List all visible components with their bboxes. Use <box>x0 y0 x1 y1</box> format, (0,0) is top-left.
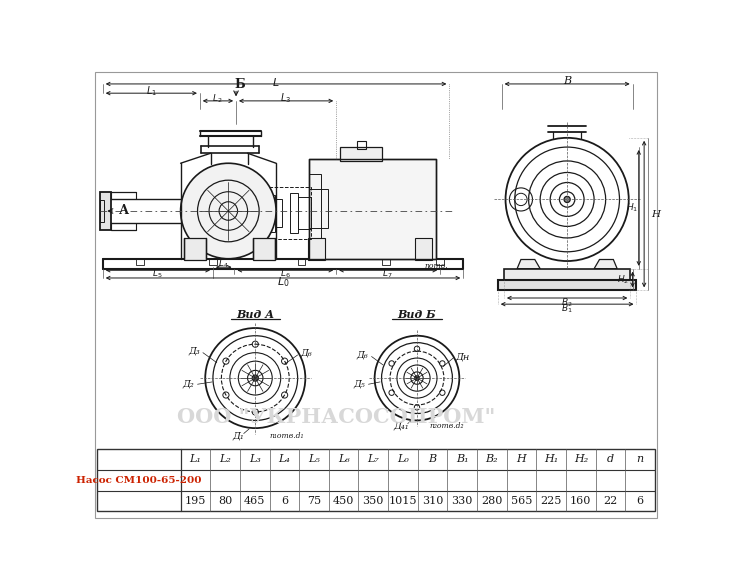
Text: Б: Б <box>234 78 245 91</box>
Text: 465: 465 <box>244 496 266 506</box>
Text: $L$: $L$ <box>272 76 280 88</box>
Text: L₂: L₂ <box>219 454 231 464</box>
Text: 565: 565 <box>511 496 532 506</box>
Bar <box>309 174 321 244</box>
Bar <box>136 259 144 265</box>
Bar <box>498 280 636 290</box>
Bar <box>382 259 390 265</box>
Text: Насос СМ100-65-200: Насос СМ100-65-200 <box>76 475 202 485</box>
Text: 450: 450 <box>333 496 355 506</box>
Bar <box>184 238 206 259</box>
Text: 22: 22 <box>603 496 617 506</box>
Bar <box>436 259 444 265</box>
Text: Д₆: Д₆ <box>357 350 368 360</box>
Text: L₆: L₆ <box>338 454 349 464</box>
Bar <box>100 192 112 230</box>
Text: B₂: B₂ <box>486 454 498 464</box>
Circle shape <box>564 196 570 203</box>
Text: B: B <box>563 76 571 86</box>
Text: $B_2$: $B_2$ <box>562 296 573 309</box>
Text: Вид А: Вид А <box>236 310 275 321</box>
Bar <box>297 197 311 230</box>
Text: 350: 350 <box>363 496 384 506</box>
Bar <box>290 193 297 234</box>
Bar <box>98 449 655 511</box>
Text: 310: 310 <box>422 496 443 506</box>
Bar <box>357 141 366 148</box>
Text: L₄: L₄ <box>278 454 290 464</box>
Text: d: d <box>607 454 614 464</box>
Bar <box>340 147 382 161</box>
Text: $L_1$: $L_1$ <box>146 84 157 98</box>
Bar <box>297 259 305 265</box>
Text: L₇: L₇ <box>367 454 379 464</box>
Bar <box>269 187 311 239</box>
Text: Д₄₁: Д₄₁ <box>393 421 410 430</box>
Text: $L_3$: $L_3$ <box>280 92 291 106</box>
Bar <box>209 259 217 265</box>
Bar <box>267 195 275 232</box>
Text: H: H <box>517 454 526 464</box>
Text: Д₂: Д₂ <box>182 380 194 389</box>
Text: $B_1$: $B_1$ <box>562 303 573 315</box>
Text: L₁: L₁ <box>189 454 201 464</box>
Text: Д₁: Д₁ <box>233 432 244 440</box>
Bar <box>309 189 328 228</box>
Bar <box>415 238 432 259</box>
Circle shape <box>252 375 258 381</box>
Text: $L_5$: $L_5$ <box>152 267 163 280</box>
Text: L₃: L₃ <box>249 454 261 464</box>
Bar <box>504 269 631 281</box>
Text: H₂: H₂ <box>574 454 588 464</box>
Text: n₂отв.d₂: n₂отв.d₂ <box>429 422 464 430</box>
Text: 330: 330 <box>451 496 473 506</box>
Text: 280: 280 <box>482 496 503 506</box>
Text: $H_2$: $H_2$ <box>617 273 630 286</box>
Text: Вид Б: Вид Б <box>398 310 436 321</box>
Text: $H_1$: $H_1$ <box>627 201 639 214</box>
Circle shape <box>415 376 419 380</box>
Text: 80: 80 <box>218 496 232 506</box>
Text: L₅: L₅ <box>308 454 320 464</box>
Text: 6: 6 <box>636 496 644 506</box>
Text: H: H <box>651 210 660 218</box>
Text: 1015: 1015 <box>389 496 417 506</box>
Text: ООО "УКРНАСОСОПРОМ": ООО "УКРНАСОСОПРОМ" <box>177 406 495 426</box>
Text: $L_6$: $L_6$ <box>280 267 291 280</box>
Polygon shape <box>594 259 617 269</box>
Bar <box>253 238 275 259</box>
Text: 195: 195 <box>185 496 206 506</box>
Text: L₀: L₀ <box>397 454 409 464</box>
Text: 160: 160 <box>570 496 592 506</box>
Text: 6: 6 <box>281 496 288 506</box>
Polygon shape <box>517 259 540 269</box>
Text: Д₃: Д₃ <box>188 347 200 356</box>
Text: B₁: B₁ <box>456 454 468 464</box>
Circle shape <box>181 164 276 259</box>
Text: Д₅: Д₅ <box>354 380 366 389</box>
Text: Д₆: Д₆ <box>300 348 312 357</box>
Text: n: n <box>636 454 644 464</box>
Text: потв.: потв. <box>425 262 448 270</box>
Text: 75: 75 <box>307 496 321 506</box>
Text: B: B <box>429 454 437 464</box>
Text: Дн: Дн <box>456 352 470 361</box>
Text: 225: 225 <box>540 496 562 506</box>
Text: n₁отв.d₁: n₁отв.d₁ <box>269 432 304 440</box>
Bar <box>309 159 436 259</box>
Text: H₁: H₁ <box>544 454 559 464</box>
Text: $L_0$: $L_0$ <box>277 275 289 288</box>
Text: $L_4$: $L_4$ <box>219 258 229 270</box>
Text: А: А <box>119 204 129 217</box>
Bar <box>308 238 324 259</box>
Bar <box>100 200 104 222</box>
Text: $L_7$: $L_7$ <box>382 267 393 280</box>
Text: $L_2$: $L_2$ <box>212 92 222 105</box>
Bar <box>276 200 283 227</box>
